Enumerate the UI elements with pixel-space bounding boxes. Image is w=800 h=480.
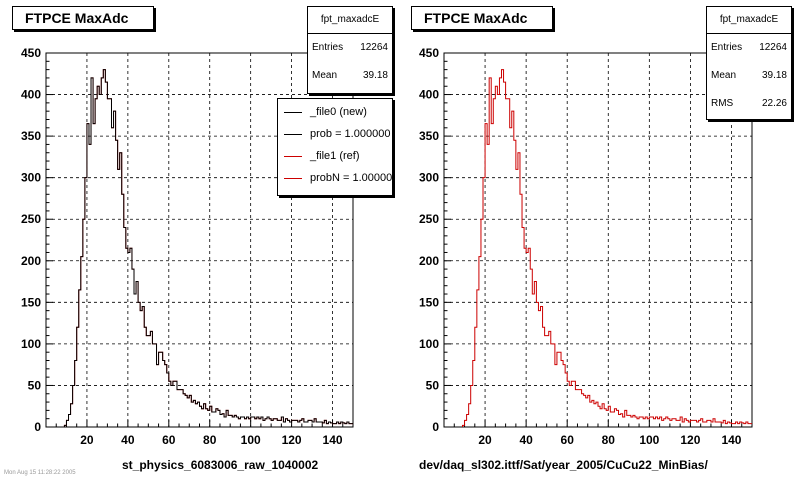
y-tick-label: 250 (419, 212, 439, 226)
stats-value: 39.18 (761, 70, 787, 81)
stats-label: RMS (711, 98, 734, 109)
y-tick-label: 350 (419, 129, 439, 143)
y-tick-label: 350 (21, 129, 41, 143)
timestamp-text: Mon Aug 15 11:28:22 2005 (4, 470, 76, 476)
legend-entry-probN: probN = 1.000000 (278, 167, 392, 189)
plot-frame (443, 52, 753, 428)
y-tick-label: 450 (419, 46, 439, 60)
x-tick-label: 60 (561, 433, 575, 447)
y-tick-label: 400 (21, 88, 41, 102)
stats-row-mean: Mean 39.18 (308, 62, 392, 90)
x-tick-label: 100 (241, 433, 261, 447)
x-tick-label: 120 (282, 433, 302, 447)
y-tick-label: 150 (21, 295, 41, 309)
legend-label: prob = 1.000000 (310, 128, 391, 140)
legend-label: _file1 (ref) (310, 150, 360, 162)
histogram-title-text: FTPCE MaxAdc (424, 10, 528, 26)
comparison-legend: _file0 (new) prob = 1.000000 _file1 (ref… (277, 98, 393, 196)
y-tick-label: 400 (419, 88, 439, 102)
stats-row-rms: RMS 22.26 (707, 90, 791, 118)
legend-entry-prob: prob = 1.000000 (278, 123, 392, 145)
histogram-series (63, 69, 353, 427)
y-tick-label: 50 (426, 378, 440, 392)
histogram-title-text: FTPCE MaxAdc (25, 10, 129, 26)
stats-box: fpt_maxadcE Entries 12264 Mean 39.18 (307, 6, 393, 94)
x-tick-label: 60 (162, 433, 176, 447)
y-tick-label: 450 (21, 46, 41, 60)
stats-value: 12264 (759, 42, 787, 53)
stats-value: 22.26 (761, 98, 787, 109)
y-tick-label: 250 (21, 212, 41, 226)
y-tick-label: 150 (419, 295, 439, 309)
stats-row-entries: Entries 12264 (308, 34, 392, 62)
legend-label: probN = 1.000000 (310, 172, 393, 184)
legend-entry-file0: _file0 (new) (278, 101, 392, 123)
x-tick-label: 100 (639, 433, 659, 447)
histogram-series (461, 69, 752, 427)
histogram-title: FTPCE MaxAdc (411, 6, 553, 30)
run-label: dev/daq_sl302.ittf/Sat/year_2005/CuCu22_… (419, 458, 708, 472)
stats-label: Entries (711, 42, 743, 53)
histogram-title: FTPCE MaxAdc (12, 6, 154, 30)
stats-label: Entries (312, 42, 344, 53)
legend-label: _file0 (new) (310, 106, 367, 118)
y-tick-label: 100 (21, 337, 41, 351)
stats-label: Mean (711, 70, 737, 81)
y-tick-label: 300 (419, 171, 439, 185)
stats-box: fpt_maxadcE Entries 12264 Mean 39.18 RMS… (706, 6, 792, 120)
stats-value: 12264 (360, 42, 388, 53)
x-tick-label: 120 (680, 433, 700, 447)
x-tick-label: 20 (478, 433, 492, 447)
x-tick-label: 80 (602, 433, 616, 447)
y-tick-label: 50 (28, 378, 42, 392)
x-tick-label: 140 (323, 433, 343, 447)
y-tick-label: 0 (34, 420, 41, 434)
stats-box-name: fpt_maxadcE (308, 7, 392, 34)
y-tick-label: 300 (21, 171, 41, 185)
y-tick-label: 200 (21, 254, 41, 268)
y-tick-label: 0 (432, 420, 439, 434)
stats-row-entries: Entries 12264 (707, 34, 791, 62)
run-label: st_physics_6083006_raw_1040002 (122, 458, 319, 472)
x-tick-label: 40 (519, 433, 533, 447)
legend-swatch (284, 178, 302, 179)
legend-swatch (284, 112, 302, 113)
legend-swatch (284, 156, 302, 157)
x-tick-label: 80 (203, 433, 217, 447)
x-tick-label: 140 (721, 433, 741, 447)
legend-swatch (284, 134, 302, 135)
legend-entry-file1: _file1 (ref) (278, 145, 392, 167)
x-tick-label: 20 (80, 433, 94, 447)
stats-label: Mean (312, 70, 338, 81)
x-tick-label: 40 (121, 433, 135, 447)
stats-box-name: fpt_maxadcE (707, 7, 791, 34)
stats-row-mean: Mean 39.18 (707, 62, 791, 90)
y-tick-label: 200 (419, 254, 439, 268)
stats-value: 39.18 (362, 70, 388, 81)
y-tick-label: 100 (419, 337, 439, 351)
